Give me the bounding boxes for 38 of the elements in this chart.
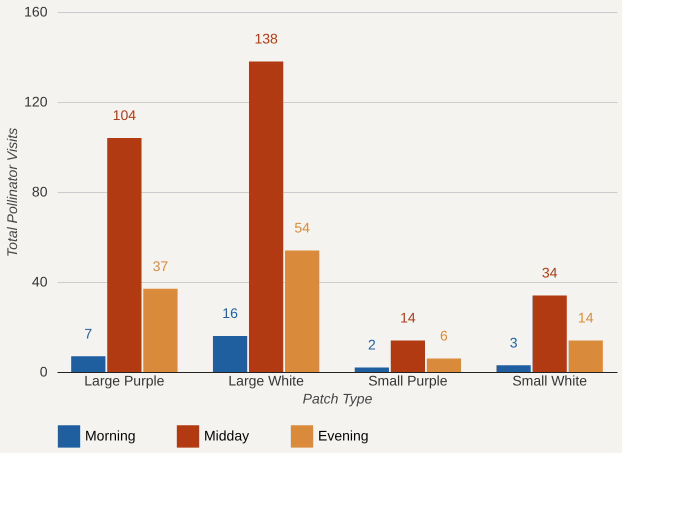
legend-label: Midday xyxy=(204,427,250,444)
data-label: 138 xyxy=(254,30,278,46)
bar xyxy=(568,340,603,372)
data-label: 14 xyxy=(578,310,594,326)
x-tick-label: Small Purple xyxy=(368,372,448,388)
bar xyxy=(107,138,142,372)
data-label: 34 xyxy=(542,264,558,280)
y-tick-label: 120 xyxy=(24,94,48,110)
legend-label: Morning xyxy=(85,427,136,444)
data-label: 37 xyxy=(152,258,168,274)
x-axis-title: Patch Type xyxy=(302,390,373,406)
bar xyxy=(496,365,531,372)
legend-label: Evening xyxy=(318,427,369,444)
y-tick-label: 80 xyxy=(32,184,48,200)
bar xyxy=(248,62,284,372)
bar xyxy=(354,368,389,372)
data-label: 7 xyxy=(84,325,92,342)
bar xyxy=(212,336,248,372)
bar xyxy=(426,358,462,372)
x-tick-label: Small White xyxy=(512,372,588,388)
bar xyxy=(285,250,320,372)
x-tick-label: Large Purple xyxy=(84,372,165,388)
bar xyxy=(390,340,426,372)
bar xyxy=(532,296,567,372)
y-axis-title: Total Pollinator Visits xyxy=(4,128,20,258)
y-tick-label: 40 xyxy=(32,274,48,290)
data-label: 54 xyxy=(294,220,310,236)
data-label: 3 xyxy=(510,334,518,350)
bar xyxy=(143,288,178,372)
y-tick-label: 160 xyxy=(24,4,48,20)
x-tick-label: Large White xyxy=(228,372,304,388)
bar xyxy=(71,356,106,372)
data-label: 6 xyxy=(440,328,448,344)
data-label: 16 xyxy=(222,305,238,321)
data-label: 14 xyxy=(400,310,416,326)
data-label: 2 xyxy=(368,336,376,352)
y-tick-label: 0 xyxy=(40,364,48,380)
data-label: 104 xyxy=(112,107,136,123)
